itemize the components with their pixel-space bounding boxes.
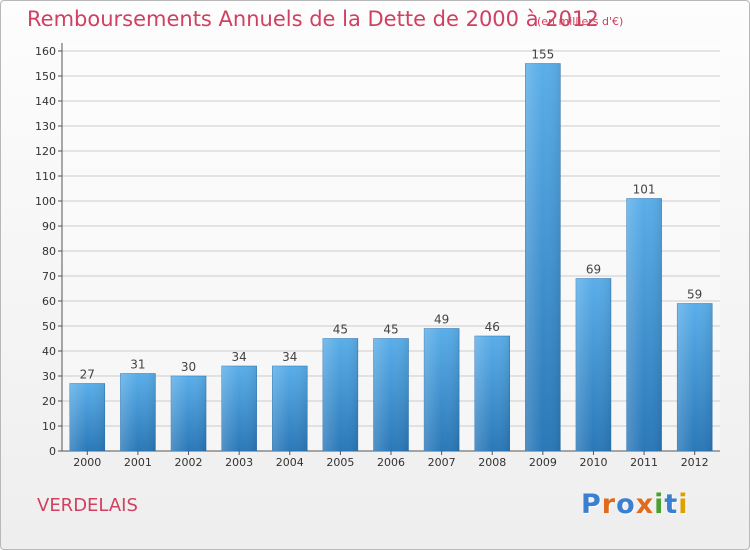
y-tick-label: 0 [49, 445, 56, 458]
x-tick-label: 2008 [478, 456, 506, 469]
x-tick-label: 2002 [175, 456, 203, 469]
x-tick-label: 2000 [73, 456, 101, 469]
bar-shine [171, 376, 207, 451]
y-tick-label: 70 [42, 270, 56, 283]
y-tick-label: 10 [42, 420, 56, 433]
bar-shine [575, 278, 611, 451]
x-tick-label: 2004 [276, 456, 304, 469]
y-tick-label: 140 [35, 95, 56, 108]
chart-unit: (en milliers d'€) [537, 15, 624, 28]
x-tick-label: 2001 [124, 456, 152, 469]
data-label: 27 [80, 368, 95, 382]
bar-shine [120, 373, 156, 451]
y-tick-label: 20 [42, 395, 56, 408]
y-tick-label: 30 [42, 370, 56, 383]
x-tick-label: 2003 [225, 456, 253, 469]
y-tick-label: 150 [35, 70, 56, 83]
x-tick-label: 2009 [529, 456, 557, 469]
bar-shine [677, 303, 713, 451]
bar-shine [474, 336, 510, 451]
bar-shine [272, 366, 308, 451]
data-label: 101 [633, 183, 656, 197]
y-tick-label: 110 [35, 170, 56, 183]
x-tick-label: 2006 [377, 456, 405, 469]
x-tick-label: 2012 [681, 456, 709, 469]
data-label: 34 [282, 350, 297, 364]
data-label: 31 [130, 358, 145, 372]
data-label: 45 [333, 323, 348, 337]
bar-shine [322, 338, 358, 451]
data-label: 69 [586, 263, 601, 277]
y-tick-label: 90 [42, 220, 56, 233]
proxiti-logo: Proxiti [581, 489, 689, 520]
commune-name: VERDELAIS [37, 495, 138, 516]
bar-shine [424, 328, 460, 451]
x-tick-label: 2005 [326, 456, 354, 469]
y-tick-label: 100 [35, 195, 56, 208]
logo-letter: t [664, 489, 679, 520]
x-tick-label: 2011 [630, 456, 658, 469]
data-label: 30 [181, 360, 196, 374]
bar-shine [69, 383, 105, 451]
y-tick-label: 50 [42, 320, 56, 333]
x-tick-label: 2007 [428, 456, 456, 469]
logo-letter: i [678, 489, 689, 520]
data-label: 34 [232, 350, 247, 364]
y-tick-label: 40 [42, 345, 56, 358]
bar-shine [221, 366, 257, 451]
logo-letter: r [601, 489, 617, 520]
bar-shine [373, 338, 409, 451]
data-label: 49 [434, 313, 449, 327]
bar-shine [626, 198, 662, 451]
logo-letter: x [635, 489, 655, 520]
data-label: 155 [531, 48, 554, 62]
data-label: 46 [485, 320, 500, 334]
data-label: 59 [687, 288, 702, 302]
y-tick-label: 80 [42, 245, 56, 258]
logo-letter: P [581, 489, 602, 520]
y-tick-label: 160 [35, 45, 56, 58]
bar-shine [525, 63, 561, 451]
x-tick-label: 2010 [579, 456, 607, 469]
y-tick-label: 130 [35, 120, 56, 133]
logo-letter: i [654, 489, 665, 520]
y-tick-label: 120 [35, 145, 56, 158]
chart-title: Remboursements Annuels de la Dette de 20… [27, 7, 599, 31]
logo-letter: o [616, 489, 636, 520]
data-label: 45 [383, 323, 398, 337]
y-tick-label: 60 [42, 295, 56, 308]
